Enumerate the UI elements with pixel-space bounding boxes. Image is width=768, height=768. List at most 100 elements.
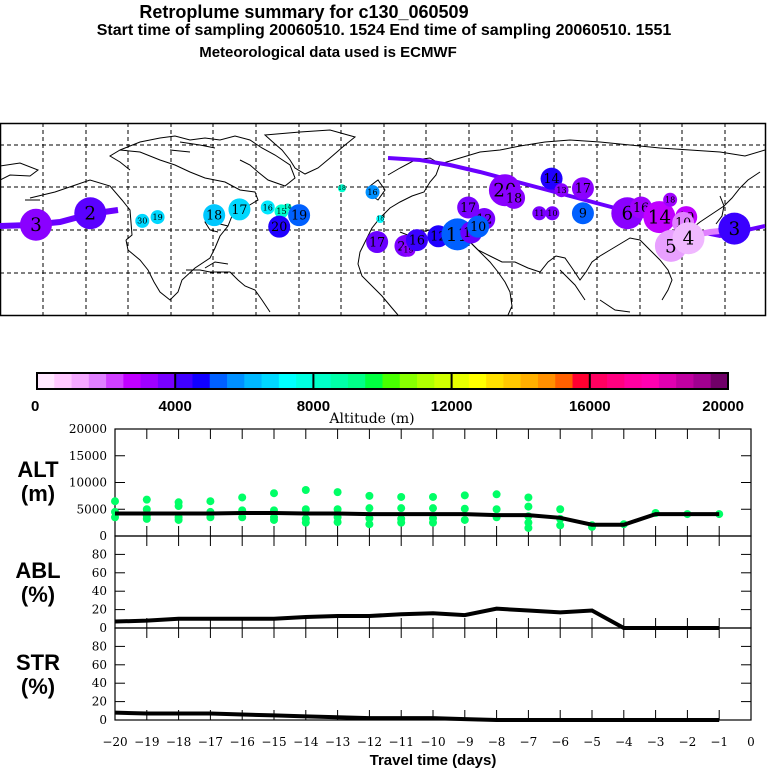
cluster-day-label: 17 [575,181,591,196]
panel-unit-label: (%) [21,582,55,607]
y-tick-label: 10000 [69,476,107,490]
x-tick-label: −1 [710,735,728,749]
panel-alt: 0 5000 10000 15000 20000 ALT(m) [17,422,752,543]
cluster-day-label: 5 [665,236,677,257]
colorbar-swatch [347,373,366,389]
cluster-marker: 17 [457,196,480,219]
cluster-marker: 19 [288,204,311,227]
cluster-marker: 18 [503,186,526,209]
colorbar-swatch [503,373,522,389]
x-tick-label: −9 [456,735,474,749]
colorbar-swatch [399,373,418,389]
scatter-point [206,497,215,506]
coast-alaska [0,162,133,241]
cluster-circle [718,212,751,245]
cluster-day-label: 4 [683,229,695,250]
colorbar-swatch [54,373,73,389]
cluster-marker: 17 [228,198,251,221]
cluster-day-label: 16 [409,233,425,248]
scatter-point [333,505,342,514]
cluster-day-label: 2 [84,204,96,225]
cluster-circle [150,210,165,225]
cluster-circle [365,185,380,200]
scatter-point [365,514,374,523]
scatter-point [174,502,183,511]
cluster-day-label: 17 [369,234,385,249]
colorbar-tick-label: 12000 [431,398,473,415]
colorbar-swatch [157,373,176,389]
colorbar-swatch [382,373,401,389]
x-tick-label: −8 [488,735,506,749]
x-tick-label: −5 [583,735,601,749]
cluster-marker: 14 [283,203,292,212]
scatter-point [174,515,183,524]
x-tick-label: −4 [615,735,633,749]
cluster-day-label: 14 [648,207,671,228]
colorbar-swatch [330,373,349,389]
colorbar-swatch [607,373,625,389]
scatter-point [142,514,151,523]
scatter-point [429,492,437,501]
colorbar-swatch [261,373,280,389]
colorbar-swatch [572,373,591,389]
colorbar-swatch [641,373,660,389]
y-tick-label: 80 [92,639,107,653]
cluster-day-label: 16 [263,203,273,212]
cluster-circle [554,183,569,198]
scatter-point [301,485,310,494]
series-line [114,710,720,722]
scatter-point [142,495,151,504]
x-tick-label: −11 [389,735,414,749]
cluster-marker: 10 [545,206,560,221]
colorbar-swatch [693,373,712,389]
colorbar-swatch [244,373,263,389]
panel-abl: 0 20 40 60 80 ABL(%) [15,535,752,635]
cluster-circle [540,167,563,190]
cluster-day-label: 18 [338,185,346,192]
altitude-colorbar: 0 4000 8000 12000 16000 20000 Altitude (m) [31,372,744,427]
cluster-day-label: 30 [137,217,147,226]
cluster-day-label: 19 [152,213,162,222]
scatter-point [238,513,247,522]
x-tick-label: −2 [679,735,697,749]
colorbar-swatch [468,373,487,389]
colorbar-swatch [88,373,107,389]
cluster-circle [288,204,311,227]
colorbar-tick-label: 0 [31,398,39,415]
cluster-circle [672,222,705,255]
cluster-day-label: 6 [621,204,633,225]
colorbar-swatch [589,373,608,389]
colorbar-tick-label: 4000 [159,398,192,415]
cluster-marker: 13 [554,183,569,198]
cluster-marker: 19 [150,210,165,225]
scatter-point [524,523,533,532]
cluster-marker: 20 [268,215,291,238]
cluster-markers: 3230191817161514192018161817201916121114… [19,167,751,262]
scatter-point [556,521,565,530]
y-tick-label: 40 [92,676,107,690]
cluster-marker: 11 [532,206,547,221]
cluster-marker: 17 [366,231,389,254]
met-data-label: Meteorological data used is ECMWF [199,44,457,61]
colorbar-swatch [710,373,729,389]
scatter-point [492,490,501,499]
series-line [114,606,720,630]
scatter-point [524,493,533,502]
coast-japan [715,195,725,225]
colorbar-swatch [313,373,332,389]
cluster-circle [203,204,226,227]
colorbar-swatch [676,373,694,389]
scatter-point [397,492,406,501]
cluster-marker: 16 [405,229,428,252]
cluster-marker: 17 [571,177,594,200]
colorbar-swatch [278,373,297,389]
cluster-day-label: 13 [556,186,566,195]
scatter-point [460,515,469,524]
y-tick-label: 40 [92,584,107,598]
cluster-marker: 14 [540,167,563,190]
x-tick-label: −10 [420,735,445,749]
sampling-times: Start time of sampling 20060510. 1524 En… [96,22,672,39]
scatter-point [333,518,342,527]
scatter-point [333,488,342,497]
